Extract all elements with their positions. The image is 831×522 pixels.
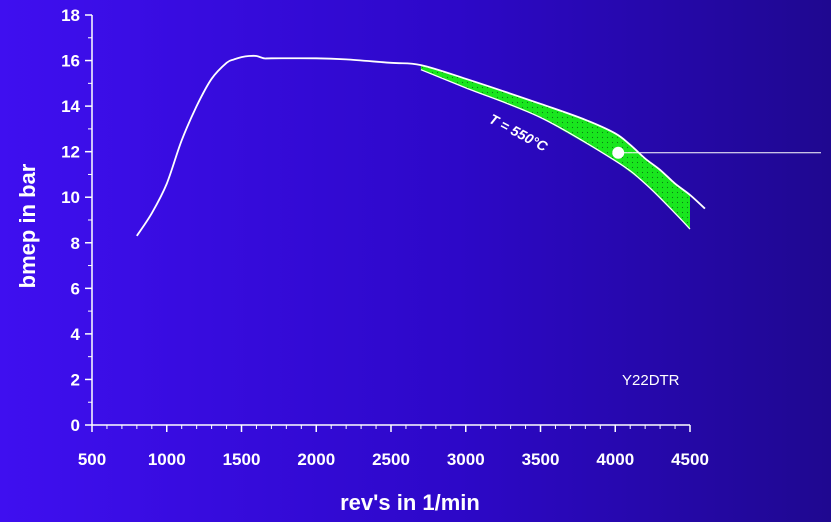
x-axis-ticks: 500 1000 1500 2000 2500 3000 3500 4000 4500 (78, 425, 709, 469)
x-tick-label: 4500 (671, 450, 709, 469)
x-tick-label: 1500 (223, 450, 261, 469)
model-label: Y22DTR (622, 372, 680, 389)
y-tick-label: 8 (71, 234, 80, 253)
x-tick-label: 1000 (148, 450, 186, 469)
shaded-region (420, 65, 691, 230)
y-tick-label: 6 (71, 279, 80, 298)
x-tick-label: 2500 (372, 450, 410, 469)
x-tick-label: 3500 (522, 450, 560, 469)
lower-boundary-line (420, 69, 691, 230)
x-tick-label: 500 (78, 450, 106, 469)
shaded-area (420, 65, 690, 230)
y-tick-label: 14 (61, 97, 80, 116)
x-axis-title: rev's in 1/min (340, 490, 480, 515)
x-tick-label: 2000 (297, 450, 335, 469)
y-tick-label: 18 (61, 6, 80, 25)
y-tick-label: 4 (71, 325, 81, 344)
y-tick-label: 16 (61, 52, 80, 71)
operating-point-marker (612, 146, 625, 159)
y-tick-label: 12 (61, 143, 80, 162)
x-tick-label: 3000 (447, 450, 485, 469)
y-tick-label: 2 (71, 370, 80, 389)
y-tick-label: 10 (61, 188, 80, 207)
bmep-curve (136, 54, 706, 237)
y-axis-title: bmep in bar (15, 163, 40, 288)
y-tick-label: 0 (71, 416, 80, 435)
y-axis-ticks: 0 2 4 6 8 10 12 14 16 18 (61, 6, 92, 435)
x-tick-label: 4000 (596, 450, 634, 469)
